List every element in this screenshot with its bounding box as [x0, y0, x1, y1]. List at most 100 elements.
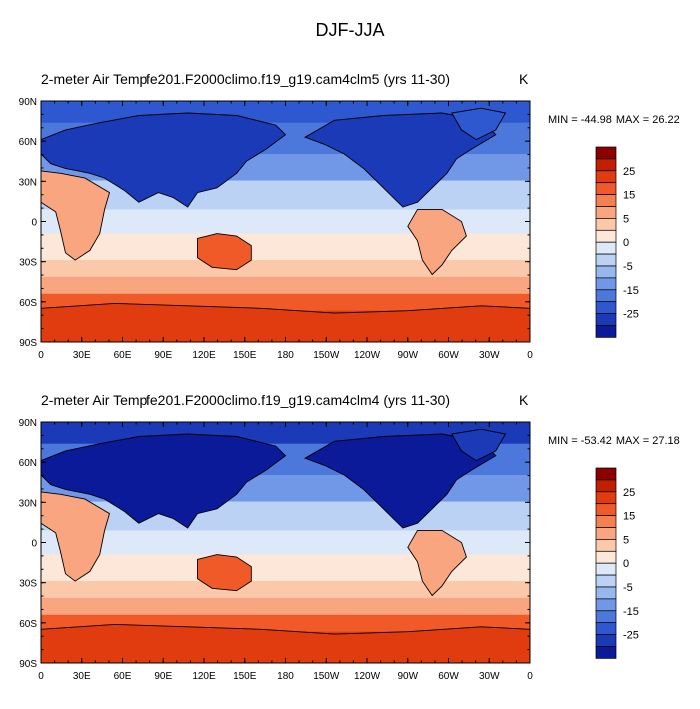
colorbar-swatch: [595, 194, 617, 207]
map-panel-2: 0 30E 60E 90E 120E 150E 180 150W 120W 90W 60W 30W 0 9…: [0, 389, 700, 709]
colorbar-label: 0: [623, 558, 629, 570]
map-2: 0 30E 60E 90E 120E 150E 180 150W 120W 90W 60W 30W 09…: [19, 418, 639, 682]
lon-label: 180: [277, 671, 294, 682]
colorbar-swatch: [595, 467, 617, 481]
panel-2-minmax: MIN = -53.42 MAX = 27.18: [548, 435, 684, 447]
colorbar-label: 25: [623, 487, 635, 499]
lon-label: 120E: [192, 350, 216, 361]
panel-2-units: K: [519, 392, 529, 408]
continent-antarctica: [41, 623, 530, 663]
continent-antarctica: [41, 302, 530, 342]
lon-label: 120W: [354, 350, 381, 361]
figure-title: DJF-JJA: [315, 20, 385, 40]
lat-label: 30N: [19, 177, 37, 188]
field-band-3: [41, 180, 530, 210]
continent-africa: [41, 491, 111, 582]
lat-label: 60N: [19, 458, 37, 469]
lat-label: 30S: [19, 258, 37, 269]
colorbar-swatch: [595, 598, 617, 612]
colorbar-swatch: [595, 206, 617, 219]
field-band-7: [41, 597, 530, 616]
colorbar-swatch: [595, 574, 617, 588]
colorbar-swatch: [595, 586, 617, 600]
colorbar-swatch: [595, 325, 617, 338]
colorbar-swatch: [595, 277, 617, 291]
lon-label: 180: [277, 350, 294, 361]
colorbar-swatch: [595, 562, 617, 576]
lon-label: 60W: [438, 350, 459, 361]
lon-label: 0: [527, 671, 533, 682]
colorbar-swatch: [595, 218, 617, 231]
lat-label: 90S: [19, 338, 37, 349]
lat-label: 60S: [19, 619, 37, 630]
colorbar-swatch: [595, 229, 617, 243]
lon-label: 120E: [192, 671, 216, 682]
colorbar-label: -25: [623, 630, 639, 642]
colorbar-swatch: [595, 289, 617, 303]
panel-1-case: fe201.F2000climo.f19_g19.cam4clm5 (yrs 1…: [146, 71, 451, 87]
colorbar-label: 5: [623, 213, 629, 225]
colorbar-swatch: [595, 253, 617, 267]
colorbar-label: -25: [623, 309, 639, 321]
continent-australia: [197, 554, 252, 592]
lon-label: 150W: [313, 671, 340, 682]
panel-1-variable: 2-meter Air Temp: [41, 71, 148, 87]
colorbar-swatch: [595, 527, 617, 540]
colorbar-swatch: [595, 550, 617, 564]
lon-label: 0: [527, 350, 533, 361]
continent-south-america: [407, 208, 467, 276]
map-panel-1: 0 30E 60E 90E 120E 150E 180 150W 120W 90W 60W 30W 0 9…: [0, 68, 700, 388]
lon-label: 60E: [114, 350, 132, 361]
colorbar-label: -5: [623, 582, 633, 594]
lon-label: 120W: [354, 671, 381, 682]
colorbar-swatch: [595, 610, 617, 624]
lon-label: 90W: [397, 350, 418, 361]
colorbar-swatch: [595, 622, 617, 635]
colorbar-label: -5: [623, 261, 633, 273]
lat-label: 30S: [19, 579, 37, 590]
lon-label: 150E: [233, 350, 257, 361]
colorbar-swatch: [595, 241, 617, 255]
panel-2-case: fe201.F2000climo.f19_g19.cam4clm4 (yrs 1…: [146, 392, 451, 408]
lat-label: 0: [31, 218, 37, 229]
panel-2-variable: 2-meter Air Temp: [41, 392, 148, 408]
lon-label: 60W: [438, 671, 459, 682]
panel-1-units: K: [519, 71, 529, 87]
panel-1-max: MAX = 26.22: [615, 114, 680, 126]
colorbar-swatch: [595, 313, 617, 326]
colorbar-label: -15: [623, 285, 639, 297]
continent-eurasia: [41, 433, 287, 529]
colorbar-swatch: [595, 515, 617, 528]
field-band-7: [41, 276, 530, 295]
continent-eurasia: [41, 112, 287, 208]
continent-greenland: [451, 428, 507, 462]
field-band-3: [41, 501, 530, 531]
colorbar-swatch: [595, 265, 617, 279]
colorbar-label: 0: [623, 237, 629, 249]
colorbar-label: 25: [623, 166, 635, 178]
panel-1-min: MIN = -44.98: [548, 114, 612, 126]
lon-label: 30E: [73, 350, 91, 361]
map-field: [41, 101, 530, 342]
lon-label: 90E: [154, 350, 172, 361]
colorbar-label: 15: [623, 511, 635, 523]
panel-1-minmax: MIN = -44.98 MAX = 26.22: [548, 114, 684, 126]
lon-label: 90E: [154, 671, 172, 682]
continent-north-america: [304, 433, 497, 529]
colorbar-swatch: [595, 503, 617, 516]
lat-label: 0: [31, 539, 37, 550]
colorbar-swatch: [595, 634, 617, 647]
continent-north-america: [304, 112, 497, 208]
colorbar-swatch: [595, 539, 617, 552]
field-band-6: [41, 581, 530, 599]
colorbar-swatch: [595, 182, 617, 195]
colorbar-swatch: [595, 491, 617, 505]
lat-label: 30N: [19, 498, 37, 509]
panel-2-min: MIN = -53.42: [548, 435, 612, 447]
continent-australia: [197, 233, 252, 271]
colorbar-swatch: [595, 301, 617, 314]
colorbar-label: 5: [623, 534, 629, 546]
map-1: 0 30E 60E 90E 120E 150E 180 150W 120W 90W 60W 30W 09…: [19, 97, 639, 361]
lon-label: 150E: [233, 671, 257, 682]
field-band-6: [41, 260, 530, 278]
